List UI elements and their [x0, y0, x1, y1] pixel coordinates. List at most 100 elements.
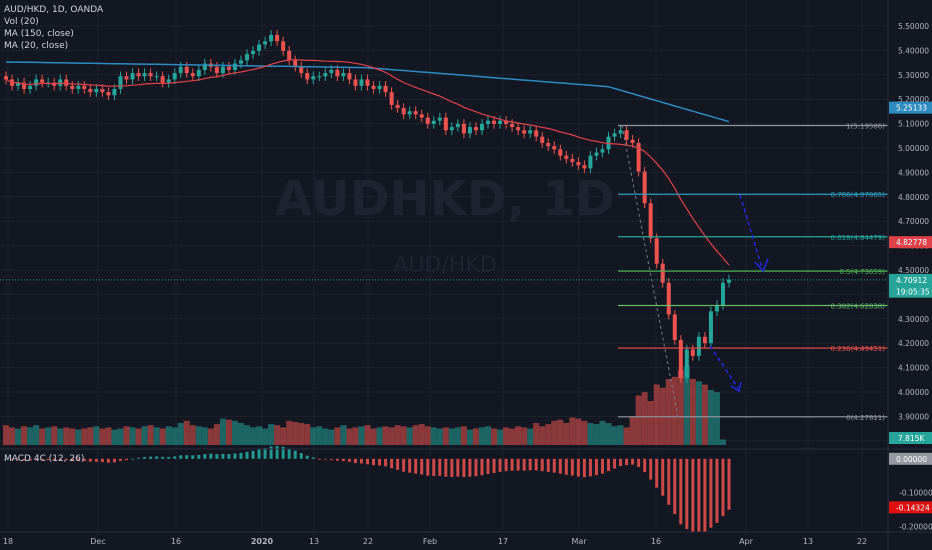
- volume-bar: [75, 429, 82, 445]
- candle-body: [461, 123, 466, 134]
- candle-body: [353, 79, 358, 86]
- volume-bar: [436, 428, 443, 445]
- volume-bar: [358, 426, 365, 445]
- candle-body: [473, 127, 478, 131]
- volume-bar: [189, 425, 196, 445]
- volume-bar: [695, 381, 702, 445]
- macd-bar: [233, 453, 237, 459]
- volume-bar: [448, 428, 455, 445]
- macd-bar: [287, 448, 291, 459]
- macd-bar: [359, 458, 363, 464]
- macd-bar: [143, 457, 147, 459]
- volume-bar: [51, 426, 58, 445]
- candle-body: [299, 66, 304, 74]
- volume-bar: [665, 379, 672, 445]
- volume-bar: [719, 439, 726, 445]
- macd-bar: [534, 458, 538, 471]
- volume-bar: [587, 423, 594, 445]
- price-tick-label: 4.30000: [898, 315, 929, 324]
- volume-bar: [515, 426, 522, 445]
- price-tick-label: 4.50000: [898, 266, 929, 275]
- candle-body: [684, 349, 689, 379]
- candle-body: [178, 66, 183, 74]
- macd-histogram: [4, 446, 731, 533]
- volume-bar: [406, 427, 413, 445]
- price-tick-label: 4.20000: [898, 339, 929, 348]
- legend-ma20[interactable]: MA (20, close): [4, 41, 69, 51]
- candle-body: [359, 79, 364, 86]
- candle-body: [160, 76, 165, 83]
- candle-body: [317, 76, 322, 78]
- ma20-line: [5, 59, 730, 266]
- macd-bar: [607, 458, 610, 472]
- candle-body: [624, 130, 629, 140]
- volume-bar: [340, 425, 347, 445]
- price-tick-label: 5.20000: [898, 95, 929, 104]
- candle-body: [486, 120, 490, 124]
- candle-body: [431, 120, 436, 124]
- macd-legend[interactable]: MACD 4C (12, 26): [4, 454, 85, 464]
- volume-bar: [244, 425, 250, 445]
- candle-body: [401, 108, 406, 115]
- volume-bar: [503, 427, 510, 445]
- candle-body: [672, 314, 677, 340]
- macd-bar: [558, 458, 562, 474]
- volume-bar: [63, 427, 70, 445]
- candle-body: [106, 92, 111, 96]
- macd-bar: [600, 458, 604, 474]
- volume-bar: [105, 427, 112, 445]
- candle-body: [371, 85, 376, 89]
- volume-bar: [111, 429, 118, 445]
- volume-bar: [298, 423, 305, 445]
- price-tick-label: 5.50000: [898, 22, 929, 31]
- macd-bar: [552, 458, 556, 473]
- legend-ma150[interactable]: MA (150, close): [4, 29, 74, 39]
- price-tick-label: 3.90000: [898, 412, 929, 421]
- volume-bar: [346, 428, 353, 445]
- candle-body: [245, 54, 249, 61]
- candle-body: [251, 50, 256, 55]
- volume-bar: [195, 426, 202, 445]
- legend-volume[interactable]: Vol (20): [4, 17, 39, 27]
- macd-badge: [889, 501, 932, 514]
- volume-bar: [388, 427, 395, 445]
- candle-body: [612, 133, 617, 137]
- macd-bar: [335, 458, 339, 461]
- watermark-main: AUDHKD, 1D: [275, 171, 615, 227]
- volume-bar: [147, 425, 154, 445]
- arrow-head: [754, 258, 769, 273]
- volume-bar: [3, 425, 9, 445]
- time-tick-label: 16: [651, 537, 661, 546]
- volume-bar: [701, 384, 708, 445]
- volume-bar: [713, 392, 720, 445]
- macd-bar: [94, 458, 98, 462]
- candle-body: [269, 34, 274, 42]
- candle-body: [154, 76, 159, 78]
- volume-bar: [400, 426, 407, 445]
- macd-bar: [564, 458, 568, 475]
- fib-label: 0.236(4.49451): [831, 345, 886, 353]
- macd-bar: [462, 458, 466, 478]
- candle-body: [666, 282, 671, 315]
- candles: [4, 30, 731, 383]
- volume-bar: [328, 429, 335, 445]
- volume-bar: [509, 428, 516, 445]
- candle-body: [467, 127, 472, 134]
- macd-tick-label: -0.20000: [899, 523, 932, 532]
- legend-symbol[interactable]: AUD/HKD, 1D, OANDA: [4, 5, 104, 15]
- macd-bar: [673, 458, 677, 514]
- candle-body: [190, 73, 195, 77]
- volume-bar: [527, 428, 534, 445]
- macd-bar: [498, 458, 502, 472]
- macd-bar: [106, 458, 110, 463]
- macd-bar: [655, 458, 659, 488]
- volume-bar: [617, 425, 624, 445]
- candle-body: [202, 63, 207, 70]
- macd-bar: [251, 450, 255, 459]
- volume-bar: [304, 424, 311, 445]
- macd-bar: [661, 458, 665, 496]
- candle-body: [305, 73, 310, 80]
- candle-body: [323, 73, 328, 77]
- volume-bar: [641, 392, 648, 445]
